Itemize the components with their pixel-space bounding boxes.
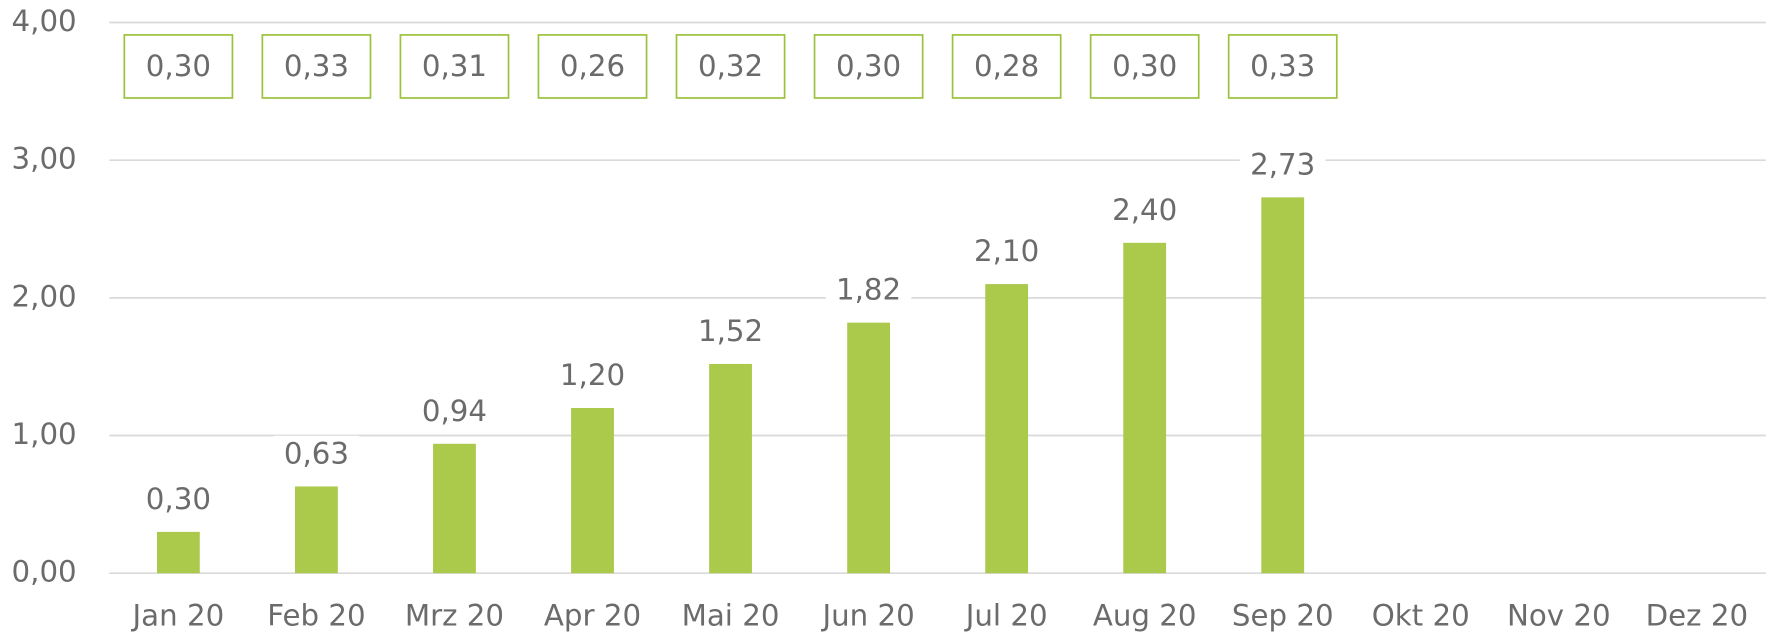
y-tick-label: 2,00 (12, 279, 77, 313)
value-label: 0,63 (284, 436, 349, 470)
value-label-background (273, 435, 360, 475)
x-tick-label: Jan 20 (131, 599, 225, 633)
value-label: 0,30 (146, 482, 211, 516)
x-tick-label: Mrz 20 (405, 599, 504, 633)
monthly-box (1227, 34, 1338, 99)
x-tick-label: Dez 20 (1646, 599, 1748, 633)
value-label: 0,94 (422, 394, 487, 428)
value-label-background (1239, 146, 1326, 185)
monthly-label: 0,26 (560, 49, 625, 83)
monthly-label: 0,33 (284, 49, 349, 83)
bar (1261, 197, 1305, 574)
value-label: 1,20 (560, 358, 625, 392)
monthly-label: 0,30 (146, 49, 211, 83)
y-tick-label: 0,00 (12, 555, 77, 589)
monthly-label: 0,31 (422, 49, 487, 83)
monthly-box (813, 34, 924, 99)
bar (156, 531, 200, 574)
monthly-box (537, 34, 648, 99)
monthly-box (675, 34, 786, 99)
monthly-label: 0,30 (1112, 49, 1177, 83)
x-tick-label: Apr 20 (544, 599, 641, 633)
monthly-label: 0,28 (974, 49, 1039, 83)
bar (571, 407, 614, 574)
value-label: 2,40 (1112, 193, 1177, 227)
value-label: 1,52 (698, 314, 763, 348)
monthly-box (951, 34, 1062, 99)
monthly-box (261, 34, 372, 99)
x-tick-label: Feb 20 (267, 599, 365, 633)
monthly-label: 0,30 (836, 49, 901, 83)
bar (847, 322, 890, 574)
monthly-box (123, 34, 234, 99)
value-label-background (687, 313, 774, 352)
value-label-background (825, 271, 912, 311)
value-label: 1,82 (836, 273, 901, 307)
x-tick-label: Sep 20 (1232, 599, 1334, 633)
value-label-background (963, 233, 1050, 272)
x-tick-label: Jul 20 (964, 599, 1048, 633)
value-label: 2,73 (1250, 147, 1315, 181)
value-label: 2,10 (974, 234, 1039, 268)
bar (709, 363, 752, 574)
monthly-label: 0,32 (698, 49, 763, 83)
monthly-label: 0,33 (1250, 49, 1315, 83)
x-tick-label: Aug 20 (1093, 599, 1197, 633)
y-tick-label: 4,00 (12, 4, 77, 38)
bar (433, 443, 476, 574)
value-label-background (135, 481, 222, 520)
bar (1123, 242, 1167, 574)
monthly-box (399, 34, 510, 99)
bar (985, 284, 1029, 574)
value-label-background (549, 357, 636, 396)
bar (295, 486, 338, 574)
y-tick-label: 1,00 (12, 417, 77, 451)
x-tick-label: Mai 20 (682, 599, 780, 633)
x-tick-label: Nov 20 (1507, 599, 1611, 633)
y-tick-label: 3,00 (12, 142, 77, 176)
x-tick-label: Jun 20 (820, 599, 914, 633)
value-label-background (1101, 192, 1188, 231)
value-label-background (411, 393, 498, 432)
monthly-box (1089, 34, 1200, 99)
x-tick-label: Okt 20 (1372, 599, 1470, 633)
